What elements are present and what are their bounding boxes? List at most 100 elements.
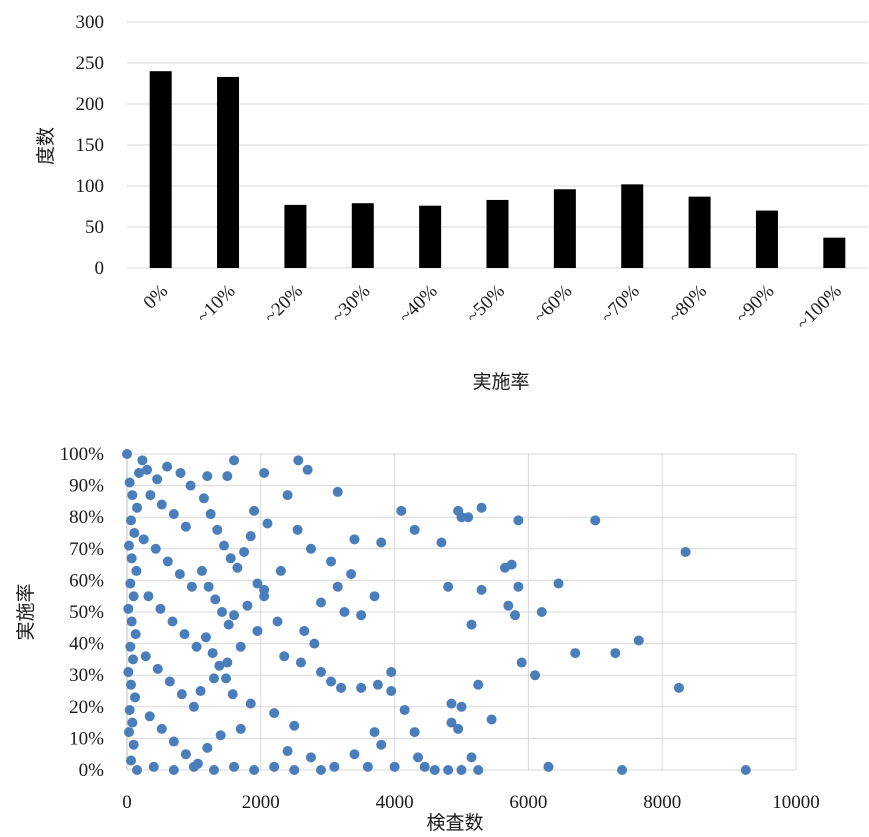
scatter-point: [419, 761, 430, 772]
histogram-x-tick-labels: 0% ~10% ~20% ~30% ~40% ~50% ~60% ~70% ~80% ~90% ~1…: [139, 281, 846, 335]
scatter-point: [126, 755, 137, 766]
scatter-point: [180, 749, 191, 760]
histogram-chart: 0 50 100 150 200 250 300 0% ~10% ~20% ~30% ~40% ~50…: [35, 12, 868, 393]
scatter-point: [179, 629, 190, 640]
histogram-bar: [217, 76, 240, 268]
scatter-x-axis-title: 検査数: [426, 812, 483, 834]
scatter-point: [134, 467, 145, 478]
scatter-point: [372, 679, 383, 690]
scatter-point: [200, 632, 211, 643]
scatter-point: [156, 723, 167, 734]
scatter-point: [242, 600, 253, 611]
scatter-point: [356, 682, 367, 693]
scatter-point: [513, 581, 524, 592]
scatter-point: [176, 689, 187, 700]
scatter-point: [376, 537, 387, 548]
scatter-point: [128, 739, 139, 750]
scatter-point: [362, 761, 373, 772]
histogram-x-tick: ~80%: [664, 281, 711, 328]
scatter-point: [289, 720, 300, 731]
scatter-point: [346, 569, 357, 580]
scatter-point: [214, 660, 225, 671]
scatter-point: [486, 714, 497, 725]
histogram-x-tick: ~10%: [193, 281, 240, 328]
scatter-x-tick-labels: 0 2000 4000 6000 8000 10000: [122, 792, 820, 813]
scatter-point: [124, 727, 135, 738]
scatter-chart: 0% 10% 20% 30% 40% 50% 60% 70% 80% 90% 100% 0 2000 4…: [15, 444, 820, 834]
histogram-x-tick: ~70%: [597, 281, 644, 328]
scatter-point: [188, 701, 199, 712]
histogram-bar: [823, 237, 846, 268]
histogram-bar: [149, 71, 172, 268]
scatter-point: [473, 765, 484, 775]
scatter-point: [144, 711, 155, 722]
scatter-point: [232, 562, 243, 573]
scatter-point: [316, 765, 327, 775]
scatter-y-tick: 30%: [69, 665, 104, 686]
histogram-bar: [284, 204, 307, 268]
scatter-point: [191, 641, 202, 652]
scatter-y-tick: 100%: [60, 444, 105, 465]
scatter-point: [409, 727, 420, 738]
scatter-point: [499, 562, 510, 573]
scatter-point: [126, 515, 137, 526]
scatter-point: [456, 765, 467, 775]
histogram-x-tick: ~100%: [792, 281, 846, 335]
scatter-point: [198, 493, 209, 504]
histogram-gridlines: [127, 21, 868, 269]
scatter-point: [282, 746, 293, 757]
scatter-point: [293, 455, 304, 466]
scatter-points: [122, 449, 751, 775]
scatter-y-tick: 50%: [69, 602, 104, 623]
scatter-point: [203, 581, 214, 592]
scatter-point: [235, 723, 246, 734]
scatter-x-tick: 4000: [376, 792, 414, 813]
scatter-point: [127, 717, 138, 728]
scatter-point: [130, 692, 141, 703]
scatter-point: [131, 565, 142, 576]
histogram-y-tick-labels: 0 50 100 150 200 250 300: [76, 12, 105, 279]
scatter-point: [339, 607, 350, 617]
scatter-point: [409, 524, 420, 535]
scatter-point: [275, 565, 286, 576]
histogram-y-axis-title: 度数: [35, 127, 57, 165]
scatter-point: [174, 569, 185, 580]
scatter-point: [476, 584, 487, 595]
scatter-point: [175, 467, 186, 478]
scatter-point: [453, 723, 464, 734]
scatter-point: [282, 490, 293, 501]
scatter-y-tick: 90%: [69, 476, 104, 497]
scatter-point: [128, 591, 139, 602]
scatter-point: [137, 455, 148, 466]
scatter-y-axis-title: 実施率: [15, 583, 37, 640]
scatter-point: [152, 663, 163, 674]
histogram-x-tick: ~50%: [462, 281, 509, 328]
scatter-point: [235, 641, 246, 652]
scatter-point: [207, 648, 218, 659]
histogram-y-tick: 0: [95, 258, 105, 279]
scatter-y-tick: 0%: [79, 760, 105, 781]
scatter-point: [349, 749, 360, 760]
scatter-point: [466, 619, 477, 630]
scatter-point: [252, 578, 263, 589]
scatter-point: [309, 638, 320, 649]
scatter-point: [229, 761, 240, 772]
scatter-point: [239, 546, 250, 557]
scatter-point: [229, 610, 240, 621]
scatter-point: [316, 667, 327, 678]
scatter-point: [610, 648, 621, 659]
scatter-point: [155, 603, 166, 614]
scatter-point: [208, 765, 219, 775]
scatter-point: [208, 673, 219, 684]
scatter-point: [124, 540, 135, 551]
scatter-point: [259, 467, 270, 478]
scatter-point: [126, 679, 137, 690]
scatter-point: [225, 553, 236, 564]
histogram-bar: [621, 184, 644, 268]
scatter-point: [221, 673, 232, 684]
scatter-point: [269, 708, 280, 719]
scatter-point: [443, 765, 454, 775]
histogram-bars: [149, 71, 846, 268]
scatter-point: [124, 704, 135, 715]
